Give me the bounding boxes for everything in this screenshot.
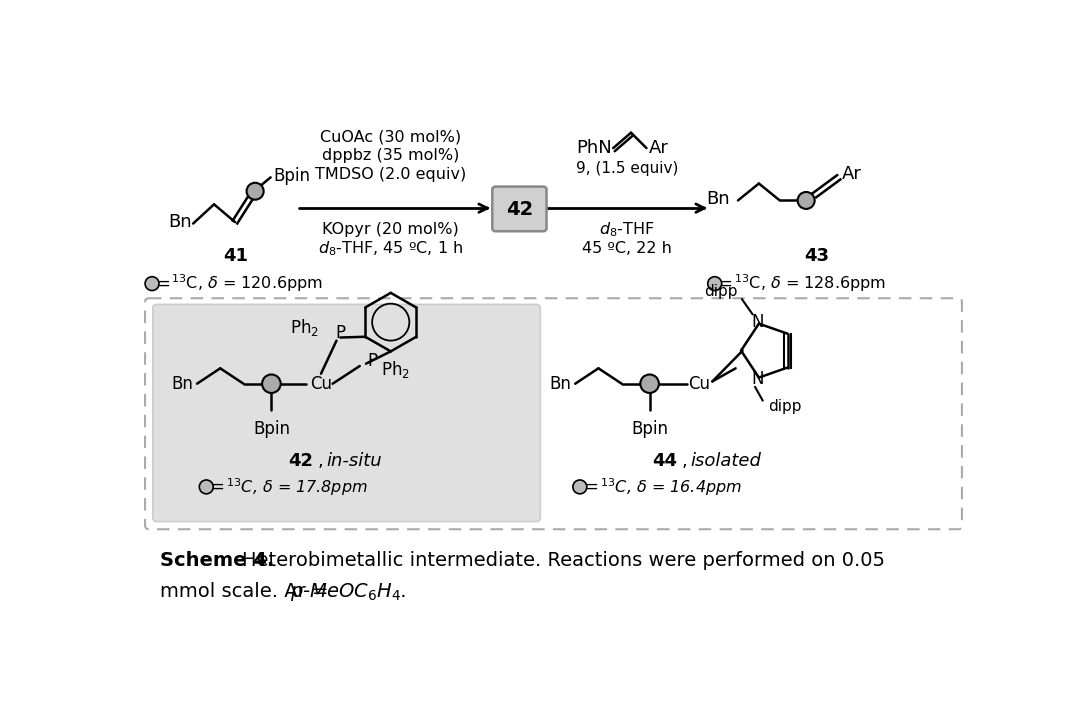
Text: 41: 41 <box>224 247 248 265</box>
Circle shape <box>145 277 159 290</box>
Text: $^{13}$C, $\delta$ = 17.8ppm: $^{13}$C, $\delta$ = 17.8ppm <box>227 476 368 498</box>
Text: $^{13}$C, $\delta$ = 16.4ppm: $^{13}$C, $\delta$ = 16.4ppm <box>600 476 742 498</box>
Circle shape <box>200 480 213 494</box>
Text: Bn: Bn <box>172 375 193 393</box>
Text: Ar: Ar <box>841 165 862 183</box>
Text: 44: 44 <box>652 452 677 469</box>
Text: 9, (1.5 equiv): 9, (1.5 equiv) <box>576 161 678 176</box>
Text: =: = <box>156 275 170 292</box>
Text: in-situ: in-situ <box>326 452 382 469</box>
Text: P: P <box>367 352 378 370</box>
Text: 43: 43 <box>805 247 829 265</box>
Text: =: = <box>718 275 732 292</box>
Text: Cu: Cu <box>688 375 711 393</box>
Text: 42: 42 <box>288 452 313 469</box>
Text: =: = <box>211 478 224 496</box>
FancyBboxPatch shape <box>492 187 546 232</box>
Text: Ph$_2$: Ph$_2$ <box>291 317 320 338</box>
FancyBboxPatch shape <box>153 304 540 522</box>
Text: P: P <box>335 324 346 342</box>
Text: Bn: Bn <box>168 213 192 231</box>
Circle shape <box>707 277 721 290</box>
FancyBboxPatch shape <box>145 298 962 530</box>
Text: TMDSO (2.0 equiv): TMDSO (2.0 equiv) <box>315 167 467 182</box>
Text: isolated: isolated <box>691 452 761 469</box>
Text: Ar: Ar <box>649 139 669 157</box>
Text: Bpin: Bpin <box>253 420 289 438</box>
Text: CuOAc (30 mol%): CuOAc (30 mol%) <box>320 130 461 145</box>
Circle shape <box>640 375 659 393</box>
Text: =: = <box>584 478 597 496</box>
Text: 42: 42 <box>505 200 534 219</box>
Text: Bpin: Bpin <box>631 420 669 438</box>
Text: Bn: Bn <box>706 190 730 208</box>
Text: dppbz (35 mol%): dppbz (35 mol%) <box>322 148 459 164</box>
Text: $d_8$-THF: $d_8$-THF <box>599 220 654 239</box>
Text: dipp: dipp <box>704 284 738 299</box>
Circle shape <box>572 480 586 494</box>
Text: $d_8$-THF, 45 ºC, 1 h: $d_8$-THF, 45 ºC, 1 h <box>319 239 463 258</box>
Text: $^{13}$C, $\delta$ = 120.6ppm: $^{13}$C, $\delta$ = 120.6ppm <box>172 273 323 295</box>
Circle shape <box>262 375 281 393</box>
Text: 45 ºC, 22 h: 45 ºC, 22 h <box>582 241 672 256</box>
Text: Cu: Cu <box>310 375 332 393</box>
Text: Scheme 4.: Scheme 4. <box>160 552 274 571</box>
Circle shape <box>246 183 264 200</box>
Text: ,: , <box>681 452 687 469</box>
Text: N: N <box>751 313 764 331</box>
Text: mmol scale. Ar =: mmol scale. Ar = <box>160 582 335 601</box>
Text: $^{13}$C, $\delta$ = 128.6ppm: $^{13}$C, $\delta$ = 128.6ppm <box>734 273 886 295</box>
Text: Bn: Bn <box>550 375 571 393</box>
Circle shape <box>798 192 814 209</box>
Text: dipp: dipp <box>768 399 801 414</box>
Text: $p$-MeOC$_6$H$_4$.: $p$-MeOC$_6$H$_4$. <box>291 581 406 603</box>
Text: Bpin: Bpin <box>273 167 310 185</box>
Text: KOpyr (20 mol%): KOpyr (20 mol%) <box>322 222 459 237</box>
Text: Heterobimetallic intermediate. Reactions were performed on 0.05: Heterobimetallic intermediate. Reactions… <box>242 552 885 571</box>
Text: Ph$_2$: Ph$_2$ <box>381 360 410 380</box>
Text: N: N <box>751 370 764 388</box>
Text: PhN: PhN <box>576 139 611 157</box>
Text: ,: , <box>318 452 323 469</box>
